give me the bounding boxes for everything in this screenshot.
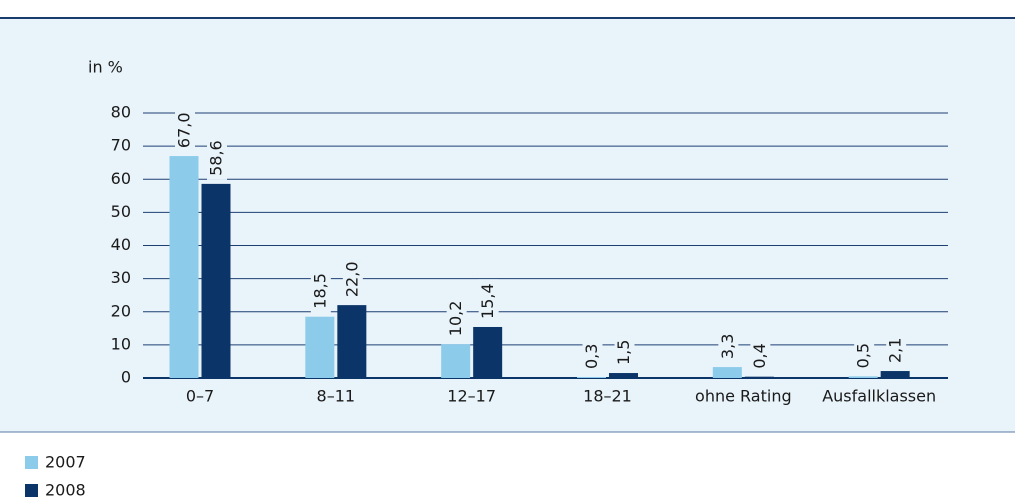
- value-label: 2,1: [886, 338, 905, 363]
- value-label: 10,2: [446, 301, 465, 337]
- y-tick-label: 20: [111, 301, 131, 320]
- x-tick-label: 18–21: [583, 387, 632, 406]
- bar: [744, 376, 774, 378]
- value-label-group: 0,3: [582, 339, 603, 374]
- value-label-group: 1,5: [614, 335, 635, 370]
- x-tick-label: ohne Rating: [695, 387, 792, 406]
- y-tick-label: 70: [111, 136, 131, 155]
- y-axis-label: in %: [88, 58, 123, 77]
- value-label-group: 2,1: [886, 333, 907, 368]
- legend-label: 2008: [45, 481, 86, 500]
- y-tick-label: 30: [111, 268, 131, 287]
- value-label: 58,6: [207, 140, 226, 176]
- y-tick-label: 60: [111, 169, 131, 188]
- value-label-group: 0,4: [750, 339, 771, 373]
- value-label: 1,5: [614, 340, 633, 365]
- value-label-group: 0,5: [854, 338, 875, 373]
- bar: [169, 156, 199, 378]
- legend-label: 2007: [45, 453, 86, 472]
- value-label-group: 67,0: [175, 108, 195, 153]
- value-label-bg: [446, 296, 467, 341]
- value-label: 15,4: [478, 283, 497, 319]
- value-label-bg: [478, 279, 499, 323]
- y-tick-label: 50: [111, 202, 131, 221]
- value-label-bg: [750, 339, 771, 373]
- value-label-group: 15,4: [478, 279, 499, 323]
- x-tick-label: 0–7: [186, 387, 214, 406]
- x-tick-label: 12–17: [447, 387, 496, 406]
- x-tick-label: 8–11: [317, 387, 356, 406]
- value-label: 0,3: [582, 344, 601, 369]
- value-label-bg: [310, 269, 331, 313]
- value-label-group: 18,5: [310, 269, 331, 313]
- y-tick-label: 0: [121, 368, 131, 387]
- bar: [577, 377, 606, 378]
- bar: [441, 344, 471, 378]
- bar: [305, 316, 335, 378]
- value-label: 22,0: [342, 262, 361, 298]
- y-tick-label: 10: [111, 334, 131, 353]
- panel: [0, 18, 1015, 432]
- value-label: 0,5: [854, 343, 873, 368]
- value-label-group: 58,6: [207, 136, 227, 180]
- value-label: 0,4: [750, 343, 769, 368]
- bar: [337, 305, 367, 378]
- value-label-bg: [342, 257, 363, 302]
- y-tick-label: 80: [111, 103, 131, 122]
- legend-swatch: [25, 456, 38, 469]
- value-label-bg: [886, 333, 907, 368]
- value-label-bg: [175, 108, 195, 153]
- bar: [609, 373, 638, 378]
- value-label-group: 3,3: [718, 329, 739, 364]
- bar: [201, 183, 231, 378]
- value-label: 18,5: [310, 273, 329, 309]
- bar: [712, 367, 742, 378]
- value-label: 3,3: [718, 334, 737, 359]
- y-tick-label: 40: [111, 235, 131, 254]
- value-label-bg: [854, 338, 875, 373]
- legend-swatch: [25, 484, 38, 497]
- value-label-bg: [207, 136, 227, 180]
- value-label-bg: [718, 329, 739, 364]
- value-label-bg: [582, 339, 603, 374]
- bar: [473, 326, 503, 378]
- value-label-group: 10,2: [446, 296, 467, 341]
- bar: [880, 371, 910, 378]
- value-label-bg: [614, 335, 635, 370]
- value-label: 67,0: [175, 112, 194, 148]
- x-tick-label: Ausfallklassen: [822, 387, 936, 406]
- bar: [848, 376, 878, 378]
- value-label-group: 22,0: [342, 257, 363, 302]
